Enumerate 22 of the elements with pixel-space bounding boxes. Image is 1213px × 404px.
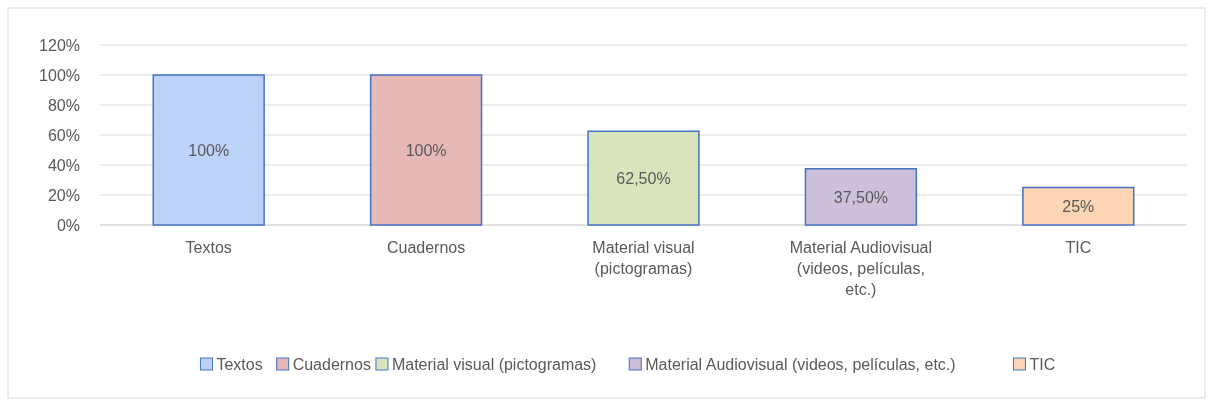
- x-tick-label: Textos: [185, 239, 232, 256]
- legend-label: Material visual (pictogramas): [391, 356, 597, 373]
- y-tick-label: 80%: [47, 97, 80, 114]
- data-label: 100%: [405, 142, 447, 159]
- legend-label: TIC: [1029, 356, 1056, 373]
- x-tick-label: Material Audiovisual (videos, películas, etc.): [789, 239, 933, 298]
- x-tick-label: TIC: [1065, 239, 1092, 256]
- data-label: 37,50%: [833, 188, 889, 206]
- legend-label: Cuadernos: [292, 356, 371, 373]
- y-tick-label: 20%: [47, 187, 80, 204]
- y-tick-label: 60%: [47, 127, 80, 144]
- data-label: 25%: [1062, 198, 1095, 216]
- y-tick-label: 120%: [39, 37, 80, 54]
- x-tick-label: Material visual (pictogramas): [592, 239, 695, 277]
- y-tick-label: 100%: [39, 67, 80, 84]
- data-label: 62,50%: [616, 170, 671, 188]
- legend-label: Textos: [216, 356, 263, 373]
- y-tick-label: 0%: [56, 217, 80, 234]
- legend-label: Material Audiovisual (videos, películas, etc.): [645, 356, 956, 373]
- data-label: 100%: [188, 142, 230, 159]
- x-tick-label: Cuadernos: [386, 239, 466, 256]
- y-tick-label: 40%: [47, 157, 80, 174]
